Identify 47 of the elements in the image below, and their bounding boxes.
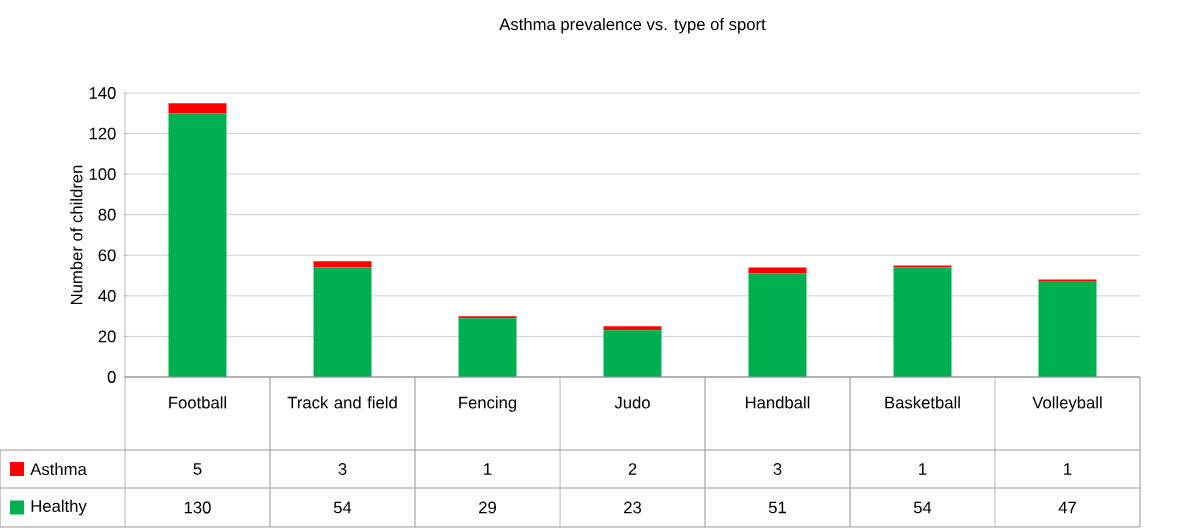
data-label: 54 xyxy=(913,501,932,514)
legend-label: Asthma xyxy=(30,462,87,476)
data-label: 1 xyxy=(919,463,927,475)
data-label: 5 xyxy=(193,463,202,475)
y-tick-label: 20 xyxy=(98,330,116,343)
data-label: 51 xyxy=(768,501,786,514)
data-label: 23 xyxy=(624,501,642,514)
y-tick-label: 80 xyxy=(98,208,116,221)
bar xyxy=(168,103,227,114)
data-label: 47 xyxy=(1058,501,1076,514)
y-tick-label: 140 xyxy=(89,87,116,99)
x-tick-label: Handball xyxy=(745,396,810,409)
x-tick-label: Track and field xyxy=(287,396,397,409)
data-label: 3 xyxy=(773,463,782,475)
bar xyxy=(458,318,517,377)
y-tick-label: 40 xyxy=(98,289,116,302)
data-label: 1 xyxy=(1064,463,1072,475)
bar xyxy=(458,316,517,319)
bar xyxy=(603,326,662,331)
x-tick-label: Basketball xyxy=(885,396,960,409)
y-tick-label: 60 xyxy=(98,249,116,262)
bar xyxy=(748,267,807,274)
data-label: 1 xyxy=(484,463,492,475)
x-tick-label: Football xyxy=(169,396,227,409)
bar xyxy=(893,267,952,377)
bar xyxy=(1038,279,1097,282)
data-label: 3 xyxy=(338,463,347,475)
y-tick-label: 120 xyxy=(89,127,116,140)
data-label: 54 xyxy=(333,501,352,514)
x-tick-label: Volleyball xyxy=(1032,396,1102,412)
chart-title: Asthma prevalence vs. type of sport xyxy=(499,17,766,34)
y-axis-title: Number of children xyxy=(70,165,83,305)
bar xyxy=(313,267,372,377)
y-tick-label: 100 xyxy=(89,168,116,181)
bar xyxy=(313,261,372,268)
data-label: 130 xyxy=(184,501,211,514)
bar xyxy=(893,265,952,268)
y-tick-label: 0 xyxy=(107,371,116,383)
bar xyxy=(168,113,227,377)
data-label: 29 xyxy=(479,501,496,514)
bar xyxy=(603,330,662,377)
x-tick-label: Judo xyxy=(614,396,650,409)
data-label: 2 xyxy=(628,463,637,475)
x-tick-label: Fencing xyxy=(459,396,517,412)
legend-label: Healthy xyxy=(31,499,87,516)
bar xyxy=(748,273,807,377)
bar xyxy=(1038,281,1097,377)
